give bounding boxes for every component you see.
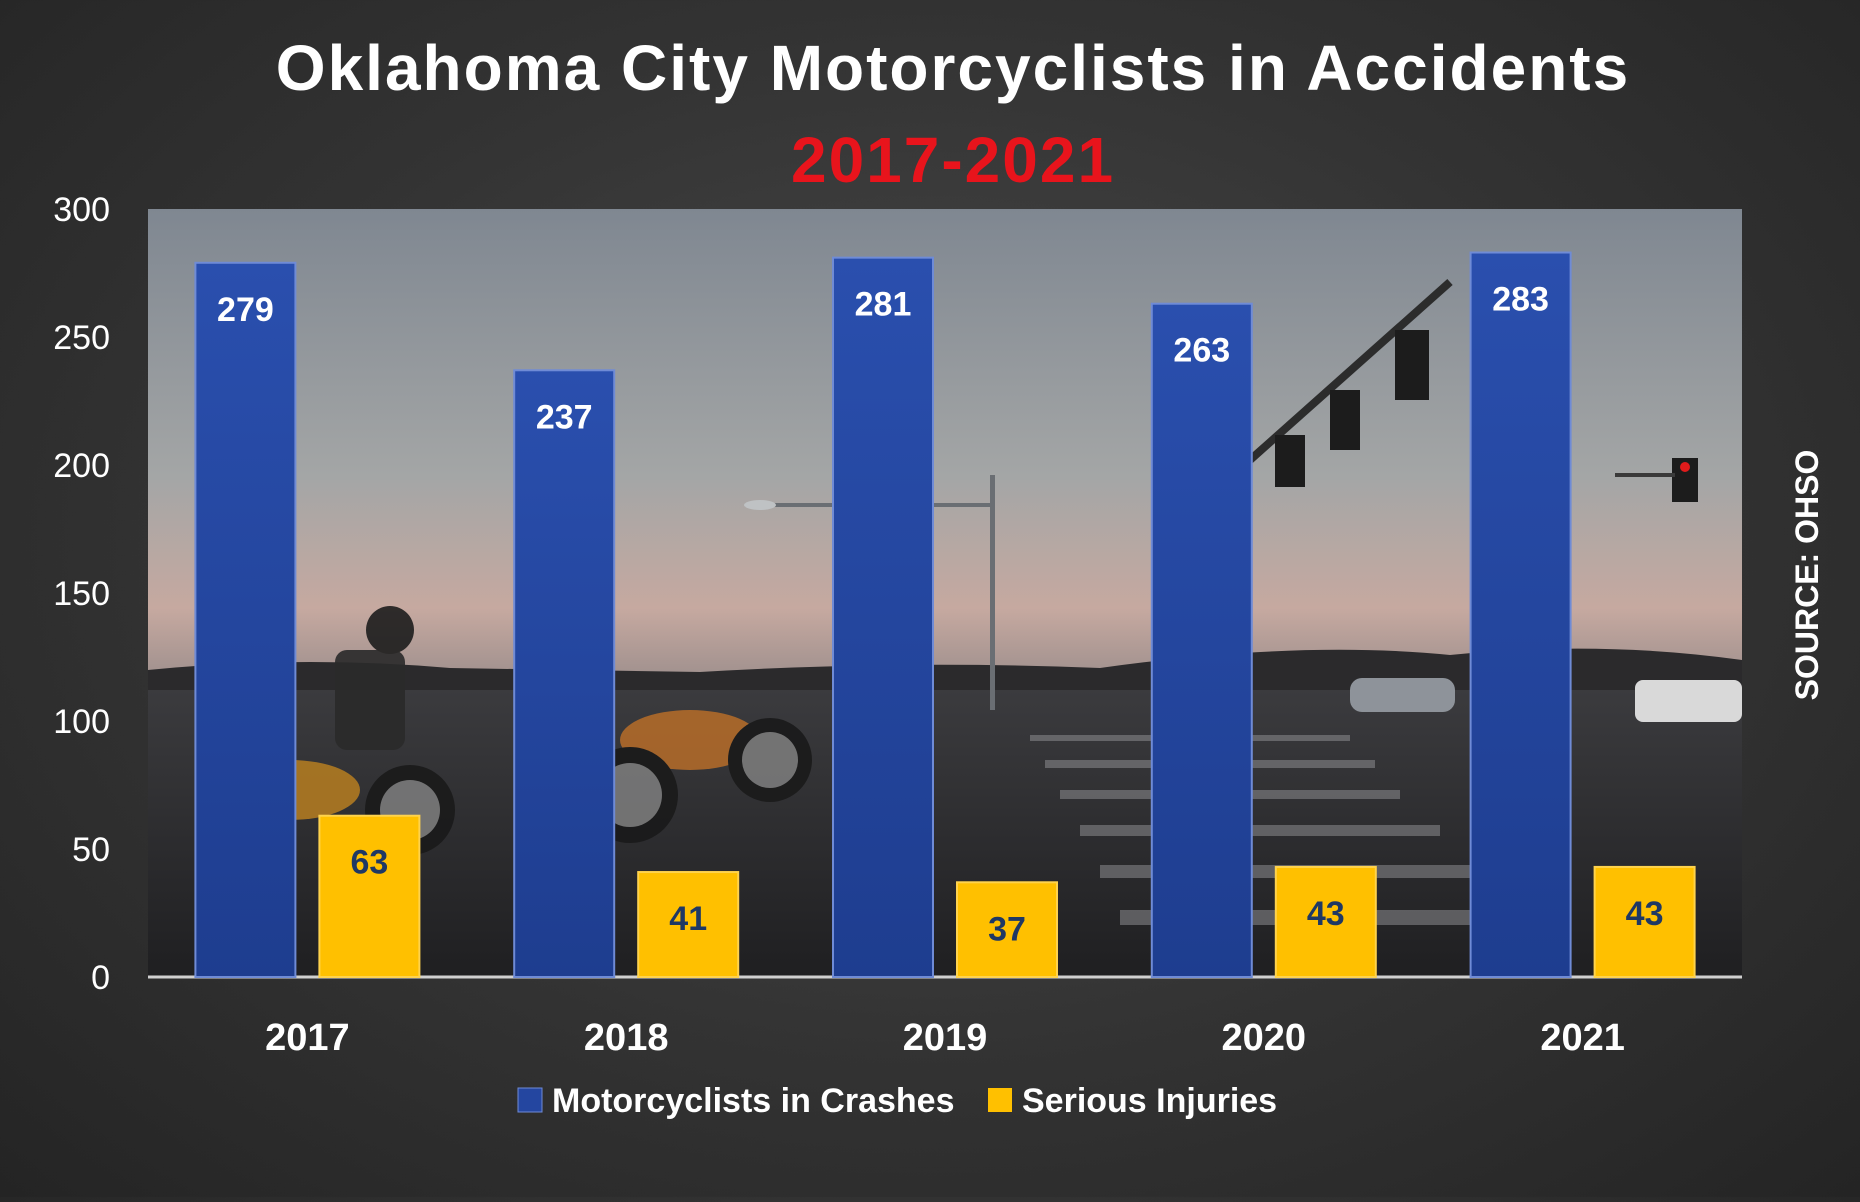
data-label-serious-injuries: 43 — [1626, 895, 1664, 933]
data-label-serious-injuries: 63 — [350, 844, 388, 882]
y-tick-label: 0 — [91, 959, 110, 997]
bar-serious-injuries — [637, 871, 740, 978]
y-tick-label: 150 — [53, 575, 110, 613]
data-label-serious-injuries: 41 — [669, 900, 707, 938]
bar-serious-injuries — [1593, 865, 1696, 978]
bar-serious-injuries — [1274, 865, 1377, 978]
data-label-crashes: 281 — [855, 286, 912, 324]
y-tick-label: 50 — [72, 831, 110, 869]
legend-swatch-crashes — [517, 1087, 543, 1113]
bar-crashes — [832, 256, 934, 978]
y-tick-label: 250 — [53, 319, 110, 357]
source-label: SOURCE: OHSO — [1789, 450, 1825, 701]
x-tick-label: 2017 — [265, 1017, 350, 1059]
bar-serious-injuries — [318, 814, 421, 978]
x-tick-label: 2018 — [584, 1017, 669, 1059]
x-tick-label: 2021 — [1540, 1017, 1625, 1059]
chart-title-line-2: 2017-2021 — [791, 124, 1115, 196]
bar-crashes — [1469, 251, 1572, 978]
data-label-serious-injuries: 43 — [1307, 895, 1345, 933]
legend-label-crashes: Motorcyclists in Crashes — [552, 1082, 954, 1120]
x-tick-label: 2020 — [1222, 1017, 1307, 1059]
chart-title-line-1: Oklahoma City Motorcyclists in Accidents — [276, 32, 1630, 104]
data-label-crashes: 237 — [536, 398, 593, 436]
y-tick-label: 100 — [53, 703, 110, 741]
chart-title-years: 2017-2021 — [791, 124, 1115, 196]
y-tick-label: 300 — [53, 191, 110, 229]
bar-crashes — [1150, 302, 1253, 979]
x-tick-label: 2019 — [903, 1017, 988, 1059]
data-label-crashes: 279 — [217, 291, 274, 329]
bar-serious-injuries — [956, 881, 1058, 979]
y-tick-label: 200 — [53, 447, 110, 485]
bar-crashes — [513, 369, 616, 978]
bar-crashes — [194, 261, 297, 978]
legend-swatch-serious-injuries — [988, 1088, 1012, 1112]
data-label-crashes: 283 — [1492, 281, 1549, 319]
data-label-serious-injuries: 37 — [988, 910, 1026, 948]
data-label-crashes: 263 — [1173, 332, 1230, 370]
legend-label-serious-injuries: Serious Injuries — [1022, 1082, 1277, 1120]
